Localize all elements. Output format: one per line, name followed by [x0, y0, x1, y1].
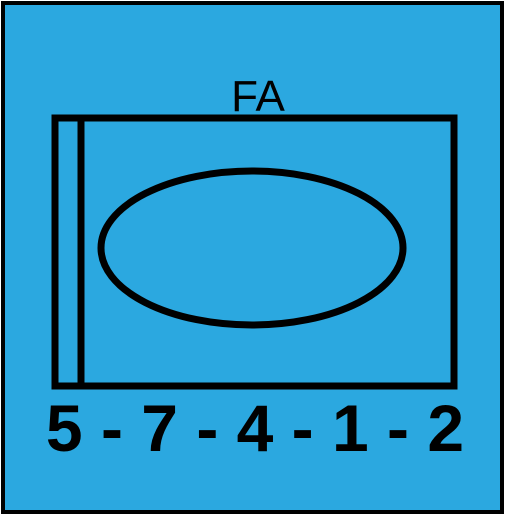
rectangle-with-oval-icon — [51, 114, 458, 390]
sign-code: 5 - 7 - 4 - 1 - 2 — [46, 391, 464, 465]
icon-oval — [97, 167, 407, 329]
icon-frame — [51, 114, 458, 390]
sign-label: FA — [231, 72, 285, 121]
